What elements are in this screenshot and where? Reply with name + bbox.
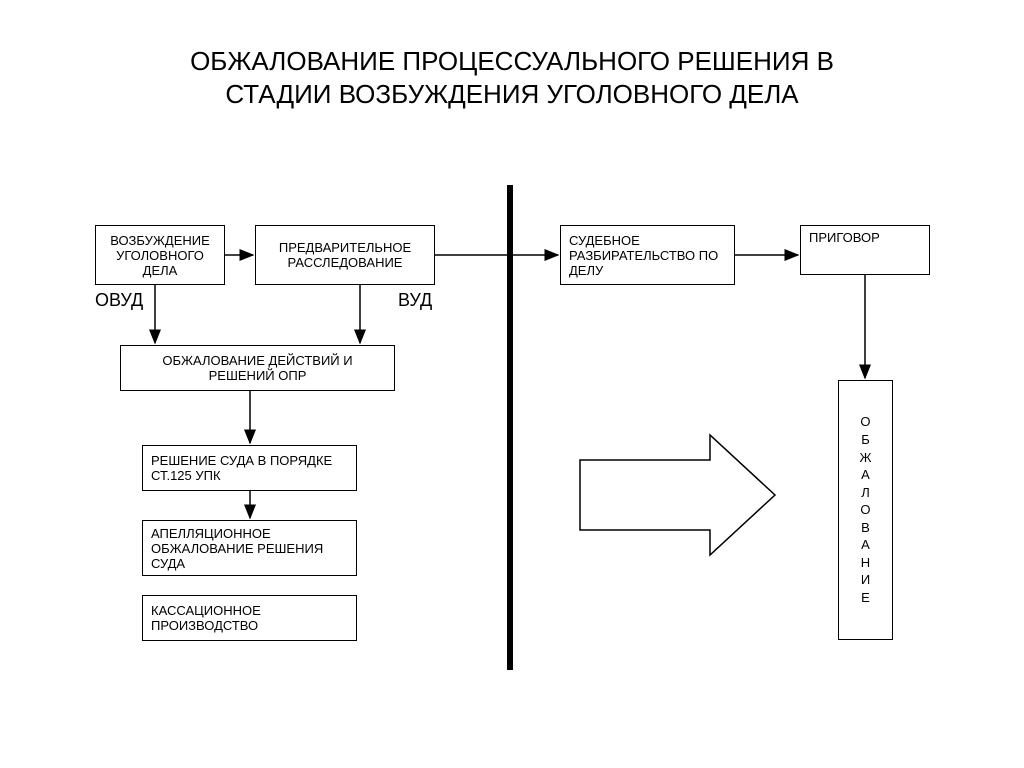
node-verdict: ПРИГОВОР (800, 225, 930, 275)
node-preliminary: ПРЕДВАРИТЕЛЬНОЕ РАССЛЕДОВАНИЕ (255, 225, 435, 285)
title-line2: СТАДИИ ВОЗБУЖДЕНИЯ УГОЛОВНОГО ДЕЛА (225, 79, 798, 109)
node-appellate: АПЕЛЛЯЦИОННОЕ ОБЖАЛОВАНИЕ РЕШЕНИЯ СУДА (142, 520, 357, 576)
label-ovud: ОВУД (95, 290, 143, 311)
node-initiation: ВОЗБУЖДЕНИЕ УГОЛОВНОГО ДЕЛА (95, 225, 225, 285)
node-trial-text: СУДЕБНОЕ РАЗБИРАТЕЛЬСТВО ПО ДЕЛУ (569, 233, 726, 278)
node-appeal-vertical-text: ОБЖАЛОВАНИЕ (859, 413, 871, 606)
node-appeal-actions: ОБЖАЛОВАНИЕ ДЕЙСТВИЙ И РЕШЕНИЙ ОПР (120, 345, 395, 391)
node-cassation-text: КАССАЦИОННОЕ ПРОИЗВОДСТВО (151, 603, 348, 633)
diagram-canvas: ОБЖАЛОВАНИЕ ПРОЦЕССУАЛЬНОГО РЕШЕНИЯ В СТ… (0, 0, 1024, 768)
node-cassation: КАССАЦИОННОЕ ПРОИЗВОДСТВО (142, 595, 357, 641)
node-appeal-vertical: ОБЖАЛОВАНИЕ (838, 380, 893, 640)
label-vud: ВУД (398, 290, 432, 311)
node-preliminary-text: ПРЕДВАРИТЕЛЬНОЕ РАССЛЕДОВАНИЕ (264, 240, 426, 270)
node-appeal-actions-text: ОБЖАЛОВАНИЕ ДЕЙСТВИЙ И РЕШЕНИЙ ОПР (129, 353, 386, 383)
title-line1: ОБЖАЛОВАНИЕ ПРОЦЕССУАЛЬНОГО РЕШЕНИЯ В (190, 46, 834, 76)
node-initiation-text: ВОЗБУЖДЕНИЕ УГОЛОВНОГО ДЕЛА (104, 233, 216, 278)
page-title: ОБЖАЛОВАНИЕ ПРОЦЕССУАЛЬНОГО РЕШЕНИЯ В СТ… (0, 45, 1024, 110)
node-court-decision-text: РЕШЕНИЕ СУДА В ПОРЯДКЕ СТ.125 УПК (151, 453, 348, 483)
node-appellate-text: АПЕЛЛЯЦИОННОЕ ОБЖАЛОВАНИЕ РЕШЕНИЯ СУДА (151, 526, 348, 571)
node-verdict-text: ПРИГОВОР (809, 230, 880, 245)
node-court-decision: РЕШЕНИЕ СУДА В ПОРЯДКЕ СТ.125 УПК (142, 445, 357, 491)
block-arrow-icon (580, 435, 775, 555)
node-trial: СУДЕБНОЕ РАЗБИРАТЕЛЬСТВО ПО ДЕЛУ (560, 225, 735, 285)
